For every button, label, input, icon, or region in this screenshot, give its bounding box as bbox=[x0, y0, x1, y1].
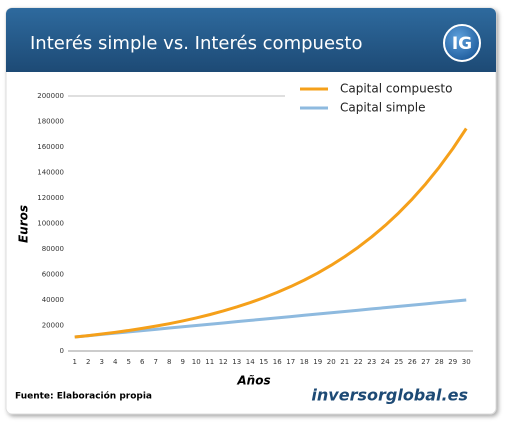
x-tick-label: 30 bbox=[462, 358, 471, 366]
x-tick-label: 11 bbox=[205, 358, 214, 366]
y-tick-label: 200000 bbox=[37, 92, 64, 100]
logo-badge bbox=[443, 24, 481, 62]
x-axis-label: Años bbox=[236, 374, 270, 388]
x-tick-label: 16 bbox=[273, 358, 282, 366]
x-tick-label: 14 bbox=[246, 358, 255, 366]
y-tick-label: 100000 bbox=[37, 220, 64, 228]
x-tick-label: 26 bbox=[408, 358, 417, 366]
x-tick-label: 1 bbox=[73, 358, 77, 366]
y-tick-label: 0 bbox=[60, 347, 64, 355]
chart-title: Interés simple vs. Interés compuesto bbox=[30, 33, 362, 54]
x-tick-label: 12 bbox=[219, 358, 228, 366]
y-tick-label: 80000 bbox=[42, 245, 64, 253]
x-tick-label: 2 bbox=[86, 358, 90, 366]
source: Fuente: Elaboración propia bbox=[15, 391, 152, 402]
y-tick-label: 180000 bbox=[37, 118, 64, 126]
x-tick-label: 6 bbox=[140, 358, 145, 366]
x-tick-label: 27 bbox=[421, 358, 430, 366]
y-tick-label: 160000 bbox=[37, 143, 64, 151]
x-tick-label: 20 bbox=[327, 358, 336, 366]
x-tick-label: 8 bbox=[167, 358, 171, 366]
logo: IG bbox=[452, 34, 472, 54]
x-tick-label: 9 bbox=[181, 358, 185, 366]
x-tick-label: 7 bbox=[154, 358, 158, 366]
x-tick-label: 3 bbox=[100, 358, 104, 366]
x-tick-label: 22 bbox=[354, 358, 363, 366]
line bbox=[74, 127, 468, 339]
y-axis-label: Euros bbox=[17, 205, 31, 243]
x-tick-label: 13 bbox=[232, 358, 241, 366]
x-tick-label: 23 bbox=[367, 358, 376, 366]
y-tick-label: 60000 bbox=[42, 271, 64, 279]
y-tick-label: 120000 bbox=[37, 194, 64, 202]
x-tick-label: 21 bbox=[340, 358, 349, 366]
x-tick-label: 24 bbox=[381, 358, 390, 366]
x-tick-label: 29 bbox=[448, 358, 457, 366]
legend-label: Capital compuesto bbox=[340, 82, 452, 96]
x-tick-label: 4 bbox=[113, 358, 118, 366]
website: inversorglobal.es bbox=[311, 386, 468, 405]
y-tick-label: 40000 bbox=[42, 296, 64, 304]
x-tick-label: 19 bbox=[313, 358, 322, 366]
x-tick-label: 18 bbox=[300, 358, 309, 366]
y-tick-label: 20000 bbox=[42, 322, 64, 330]
x-tick-label: 17 bbox=[286, 358, 295, 366]
y-tick-label: 140000 bbox=[37, 169, 64, 177]
x-tick-label: 5 bbox=[127, 358, 131, 366]
x-tick-label: 28 bbox=[435, 358, 444, 366]
header bbox=[6, 8, 496, 72]
line bbox=[74, 298, 467, 339]
x-tick-label: 10 bbox=[192, 358, 201, 366]
x-tick-label: 25 bbox=[394, 358, 403, 366]
x-tick-label: 15 bbox=[259, 358, 268, 366]
legend-label: Capital simple bbox=[340, 101, 426, 115]
